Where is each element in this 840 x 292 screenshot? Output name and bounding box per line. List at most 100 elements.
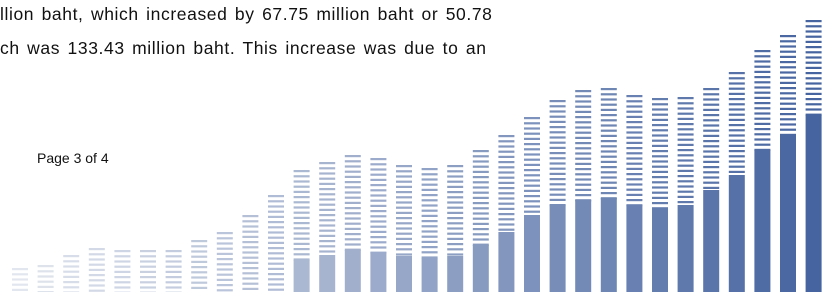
bar-dash [575, 189, 591, 191]
bar-dash [524, 185, 540, 187]
bar-dash [345, 181, 361, 183]
bar-dash [140, 281, 156, 283]
bar-dash [729, 145, 745, 147]
bar-dash [550, 142, 566, 144]
bar-dash [498, 223, 514, 225]
bar-dash [345, 171, 361, 173]
bar-dash [345, 212, 361, 214]
bar-dash [601, 182, 617, 184]
bar-dash [370, 194, 386, 196]
bar-dash [294, 217, 310, 219]
bar-dash [550, 136, 566, 138]
bar-dash [780, 103, 796, 105]
bar-dash [678, 107, 694, 109]
bar-dash [550, 178, 566, 180]
bar-dash [754, 133, 770, 135]
bar-block [473, 245, 489, 292]
body-text-line: ch was 133.43 million baht. This increas… [0, 38, 487, 59]
bar-dash [729, 124, 745, 126]
bar-dash [703, 145, 719, 147]
bar-dash [242, 267, 258, 269]
bar-dash [166, 286, 182, 288]
bar-dash [626, 178, 642, 180]
bar-dash [114, 260, 130, 262]
page-number: Page 3 of 4 [37, 150, 109, 166]
bar-dash [396, 243, 412, 245]
bar-dash [294, 196, 310, 198]
bar-block [703, 190, 719, 292]
bar-dash [294, 206, 310, 208]
bar-dash [191, 245, 207, 247]
bar-dash [473, 223, 489, 225]
bar-block [575, 200, 591, 292]
bar-dash [217, 263, 233, 265]
bar-dash [268, 252, 284, 254]
bar-dash [652, 124, 668, 126]
bar-dash [396, 186, 412, 188]
bar-dash [294, 253, 310, 255]
bar-dash [63, 286, 79, 288]
bar-dash [345, 228, 361, 230]
bar-dash [191, 287, 207, 289]
bar-dash [319, 204, 335, 206]
bar-dash [703, 124, 719, 126]
bar-dash [422, 215, 438, 217]
bar-dash [89, 264, 105, 266]
bar-dash [550, 121, 566, 123]
bar-dash [678, 191, 694, 193]
bar-dash [140, 250, 156, 252]
bar-dash [422, 251, 438, 253]
bar-dash [678, 149, 694, 151]
bar-dash [601, 119, 617, 121]
bar-dash [396, 238, 412, 240]
bar-dash [294, 175, 310, 177]
bar-dash [268, 273, 284, 275]
bar-dash [345, 160, 361, 162]
bar-dash [575, 147, 591, 149]
bar-block [678, 205, 694, 292]
bar-dash [217, 253, 233, 255]
bar-dash [550, 157, 566, 159]
bar-dash [89, 248, 105, 250]
bar-dash [422, 178, 438, 180]
bar-dash [473, 155, 489, 157]
bar-dash [806, 72, 822, 74]
bar-dash [575, 100, 591, 102]
bar-dash [140, 276, 156, 278]
bar-dash [447, 212, 463, 214]
bar-dash [140, 260, 156, 262]
bar-dash [319, 245, 335, 247]
bar-dash [498, 140, 514, 142]
bar-dash [678, 113, 694, 115]
bar-dash [652, 103, 668, 105]
bar-block [524, 215, 540, 292]
bar-dash [422, 225, 438, 227]
bar-dash [63, 271, 79, 273]
bar-dash [447, 243, 463, 245]
bar-dash [550, 110, 566, 112]
bar-dash [550, 188, 566, 190]
bar-dash [652, 176, 668, 178]
bar-dash [626, 95, 642, 97]
bar-dash [473, 166, 489, 168]
bar-dash [242, 225, 258, 227]
bar-dash [294, 201, 310, 203]
bar-dash [12, 289, 28, 291]
bar-dash [191, 266, 207, 268]
bar-dash [806, 25, 822, 27]
bar-dash [601, 124, 617, 126]
bar-dash [422, 204, 438, 206]
bar-dash [703, 187, 719, 189]
bar-dash [678, 97, 694, 99]
bar-dash [678, 139, 694, 141]
bar-dash [703, 161, 719, 163]
bar-dash [114, 276, 130, 278]
bar-dash [729, 140, 745, 142]
bar-dash [166, 255, 182, 257]
bar-dash [678, 165, 694, 167]
bar-dash [191, 250, 207, 252]
bar-dash [89, 258, 105, 260]
bar-dash [422, 241, 438, 243]
bar-dash [89, 279, 105, 281]
bar-dash [345, 155, 361, 157]
